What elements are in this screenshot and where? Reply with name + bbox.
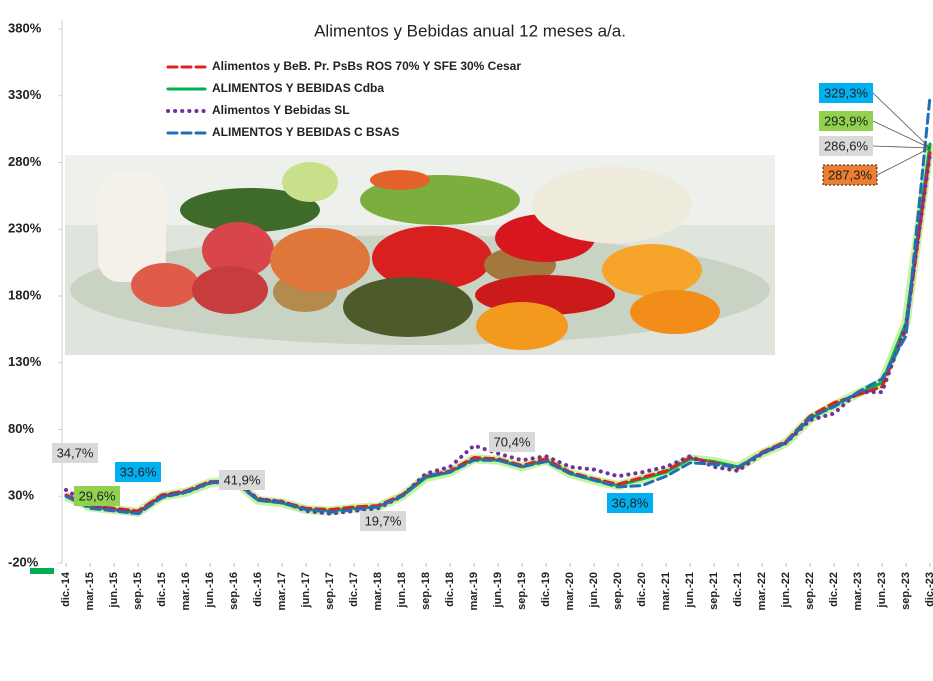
legend-fragment <box>30 568 54 574</box>
annotation-box <box>819 111 873 131</box>
legend-label: Alimentos y BeB. Pr. PsBs ROS 70% Y SFE … <box>212 59 521 73</box>
x-tick-label: sep.-19 <box>516 572 528 610</box>
x-tick-label: dic.-21 <box>732 572 744 607</box>
x-tick-label: jun.-23 <box>876 572 888 608</box>
x-tick-label: jun.-19 <box>492 572 504 608</box>
x-tick-label: dic.-23 <box>924 572 933 607</box>
x-tick-label: sep.-21 <box>708 572 720 610</box>
y-tick-label: 380% <box>8 20 42 35</box>
x-tick-label: mar.-19 <box>468 572 480 611</box>
annotation-label: 287,3% <box>828 167 873 182</box>
x-tick-label: dic.-18 <box>444 572 456 607</box>
x-tick-label: sep.-18 <box>420 572 432 610</box>
legend-label: Alimentos Y Bebidas SL <box>212 103 350 117</box>
x-tick-label: dic.-20 <box>636 572 648 607</box>
legend-label: ALIMENTOS Y BEBIDAS Cdba <box>212 81 384 95</box>
x-tick-label: mar.-23 <box>852 572 864 611</box>
annotation-label: 34,7% <box>57 445 94 460</box>
x-tick-label: sep.-17 <box>324 572 336 610</box>
x-tick-label: mar.-15 <box>84 572 96 611</box>
annotation-label: 41,9% <box>224 472 261 487</box>
food-photo <box>65 155 775 355</box>
annotation-box <box>819 136 873 156</box>
annotation-box <box>489 432 535 452</box>
y-tick-label: 230% <box>8 221 42 236</box>
x-tick-label: mar.-21 <box>660 572 672 611</box>
leader-line <box>872 145 931 149</box>
x-tick-label: mar.-17 <box>276 572 288 611</box>
y-tick-label: 30% <box>8 488 34 503</box>
x-tick-label: sep.-20 <box>612 572 624 610</box>
annotation-box <box>607 493 653 513</box>
legend-label: ALIMENTOS Y BEBIDAS C BSAS <box>212 125 399 139</box>
annotation-box <box>360 511 406 531</box>
x-tick-label: jun.-16 <box>204 572 216 608</box>
annotation-box <box>819 83 873 103</box>
annotation-box <box>52 443 98 463</box>
annotation-label: 33,6% <box>120 464 157 479</box>
x-tick-label: dic.-15 <box>156 572 168 607</box>
leader-line <box>876 147 931 176</box>
annotation-box <box>219 470 265 490</box>
x-tick-label: jun.-15 <box>108 572 120 608</box>
annotation-label: 19,7% <box>365 513 402 528</box>
x-tick-label: dic.-16 <box>252 572 264 607</box>
annotation-label: 293,9% <box>824 113 869 128</box>
x-tick-label: mar.-18 <box>372 572 384 611</box>
x-tick-label: dic.-14 <box>60 571 72 607</box>
x-tick-label: jun.-21 <box>684 572 696 608</box>
annotation-label: 29,6% <box>79 488 116 503</box>
y-tick-label: 80% <box>8 421 34 436</box>
x-tick-label: jun.-17 <box>300 572 312 608</box>
annotation-label: 329,3% <box>824 85 869 100</box>
x-tick-label: sep.-15 <box>132 572 144 610</box>
x-tick-label: sep.-22 <box>804 572 816 610</box>
x-tick-label: mar.-22 <box>756 572 768 611</box>
x-tick-label: sep.-16 <box>228 572 240 610</box>
x-tick-label: jun.-18 <box>396 572 408 608</box>
y-tick-label: 130% <box>8 354 42 369</box>
x-tick-label: jun.-22 <box>780 572 792 608</box>
leader-line <box>872 92 931 149</box>
y-tick-label: 280% <box>8 154 42 169</box>
x-tick-label: mar.-20 <box>564 572 576 611</box>
annotation-label: 70,4% <box>494 434 531 449</box>
series-line <box>64 95 932 516</box>
y-tick-label: -20% <box>8 554 39 569</box>
x-tick-label: dic.-19 <box>540 572 552 607</box>
y-tick-label: 180% <box>8 287 42 302</box>
annotation-box <box>74 486 120 506</box>
annotation-box <box>115 462 161 482</box>
x-tick-label: dic.-17 <box>348 572 360 607</box>
x-tick-label: dic.-22 <box>828 572 840 607</box>
y-tick-label: 330% <box>8 87 42 102</box>
x-tick-label: mar.-16 <box>180 572 192 611</box>
x-tick-label: jun.-20 <box>588 572 600 608</box>
chart-title: Alimentos y Bebidas anual 12 meses a/a. <box>314 21 626 40</box>
annotation-label: 36,8% <box>612 495 649 510</box>
leader-line <box>872 120 931 149</box>
x-tick-label: sep.-23 <box>900 572 912 610</box>
annotation-label: 286,6% <box>824 138 869 153</box>
